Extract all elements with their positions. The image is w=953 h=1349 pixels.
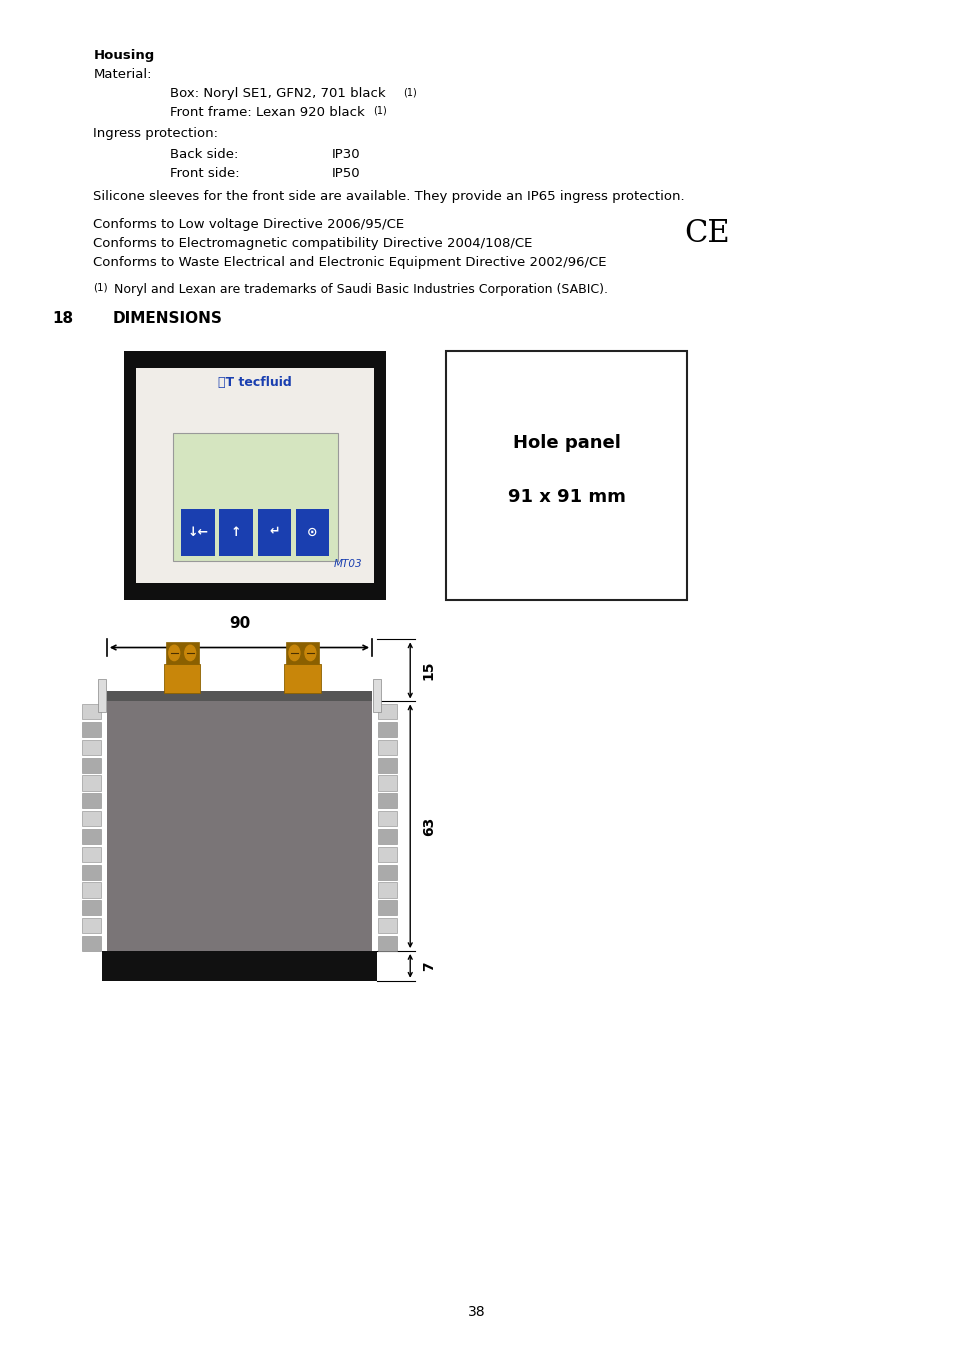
Text: Conforms to Electromagnetic compatibility Directive 2004/108/CE: Conforms to Electromagnetic compatibilit… <box>93 237 533 250</box>
Circle shape <box>289 645 299 661</box>
Text: Conforms to Waste Electrical and Electronic Equipment Directive 2002/96/CE: Conforms to Waste Electrical and Electro… <box>93 256 606 268</box>
Text: Box: Noryl SE1, GFN2, 701 black: Box: Noryl SE1, GFN2, 701 black <box>170 88 389 100</box>
Text: Front frame: Lexan 920 black: Front frame: Lexan 920 black <box>170 107 369 119</box>
Text: IP30: IP30 <box>332 148 360 161</box>
Text: 90: 90 <box>229 616 250 631</box>
Text: (1): (1) <box>403 88 416 97</box>
Bar <box>98 679 106 712</box>
Text: CE: CE <box>683 217 729 248</box>
Bar <box>82 758 101 773</box>
Bar <box>377 758 396 773</box>
Bar <box>82 919 101 934</box>
Bar <box>377 936 396 951</box>
Bar <box>82 865 101 880</box>
Bar <box>102 951 376 981</box>
Text: 38: 38 <box>468 1306 485 1319</box>
Bar <box>107 701 372 951</box>
Bar <box>166 642 198 664</box>
Text: Front side:: Front side: <box>170 167 239 179</box>
Bar <box>181 509 214 556</box>
Bar <box>164 664 200 693</box>
Bar <box>82 900 101 916</box>
Bar <box>82 828 101 844</box>
Text: ⊙: ⊙ <box>307 526 317 538</box>
Text: Noryl and Lexan are trademarks of Saudi Basic Industries Corporation (SABIC).: Noryl and Lexan are trademarks of Saudi … <box>114 283 608 295</box>
Text: Housing: Housing <box>93 49 154 62</box>
Bar <box>377 704 396 719</box>
Bar <box>377 882 396 897</box>
Text: 15: 15 <box>421 661 436 680</box>
Text: DIMENSIONS: DIMENSIONS <box>112 312 222 326</box>
Bar <box>446 351 686 600</box>
Bar <box>82 847 101 862</box>
Text: Back side:: Back side: <box>170 148 238 161</box>
Text: ↑: ↑ <box>231 526 241 538</box>
Bar <box>295 509 329 556</box>
Text: 7: 7 <box>421 960 436 971</box>
Text: (1): (1) <box>93 283 108 293</box>
Bar <box>82 793 101 808</box>
Bar <box>377 847 396 862</box>
Bar <box>286 642 318 664</box>
Bar <box>82 739 101 755</box>
Bar <box>82 936 101 951</box>
Circle shape <box>305 645 315 661</box>
Text: (1): (1) <box>373 107 386 116</box>
Bar <box>107 691 372 701</box>
Bar <box>219 509 253 556</box>
Text: Ingress protection:: Ingress protection: <box>93 128 218 140</box>
Bar <box>377 828 396 844</box>
Bar <box>377 811 396 826</box>
Text: MT03: MT03 <box>334 560 362 569</box>
Text: ↓←: ↓← <box>187 526 209 538</box>
Text: Hole panel: Hole panel <box>512 434 620 452</box>
Bar <box>377 722 396 737</box>
Bar <box>377 919 396 934</box>
Bar <box>172 433 337 561</box>
Bar <box>82 776 101 791</box>
Text: IP50: IP50 <box>332 167 360 179</box>
Text: Silicone sleeves for the front side are available. They provide an IP65 ingress : Silicone sleeves for the front side are … <box>93 190 684 202</box>
Bar <box>377 900 396 916</box>
Bar <box>82 882 101 897</box>
Bar <box>377 793 396 808</box>
Bar <box>284 664 320 693</box>
Text: Material:: Material: <box>93 67 152 81</box>
Bar <box>377 865 396 880</box>
Bar <box>82 811 101 826</box>
Bar <box>136 368 374 583</box>
Text: 91 x 91 mm: 91 x 91 mm <box>507 488 625 506</box>
Circle shape <box>185 645 195 661</box>
Bar <box>257 509 291 556</box>
Bar <box>82 704 101 719</box>
Bar <box>124 351 386 600</box>
Text: ↵: ↵ <box>269 526 279 538</box>
Bar <box>377 776 396 791</box>
Text: ⮲T tecfluid: ⮲T tecfluid <box>218 376 292 390</box>
Text: 18: 18 <box>52 312 73 326</box>
Text: 63: 63 <box>421 816 436 836</box>
Bar <box>373 679 380 712</box>
Bar <box>377 739 396 755</box>
Text: Conforms to Low voltage Directive 2006/95/CE: Conforms to Low voltage Directive 2006/9… <box>93 217 404 231</box>
Circle shape <box>169 645 179 661</box>
Bar <box>82 722 101 737</box>
